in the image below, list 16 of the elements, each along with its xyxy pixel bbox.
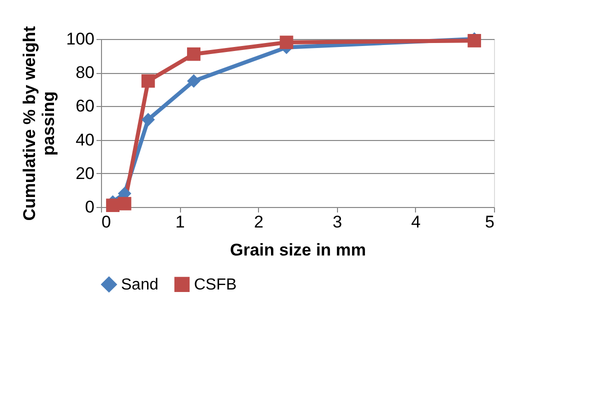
x-tick-label: 3 xyxy=(332,212,342,232)
y-tick-label: 60 xyxy=(76,96,94,116)
y-tick-label: 40 xyxy=(76,130,94,150)
legend-label: Sand xyxy=(121,276,158,294)
x-tick-label: 5 xyxy=(485,212,494,232)
x-tick-label: 0 xyxy=(102,212,111,232)
x-tick-label: 2 xyxy=(254,212,264,232)
x-tick-label: 1 xyxy=(175,212,185,232)
y-tick-label: 80 xyxy=(76,63,94,82)
x-tick-label: 4 xyxy=(411,212,421,232)
y-axis-title: Cumulative % by weight passing xyxy=(20,26,58,221)
y-tick-label: 0 xyxy=(85,198,94,216)
y-tick-label: 20 xyxy=(76,164,94,183)
y-tick-label: 100 xyxy=(66,30,94,48)
x-axis-title: Grain size in mm xyxy=(230,240,366,260)
legend-label: CSFB xyxy=(194,276,237,294)
